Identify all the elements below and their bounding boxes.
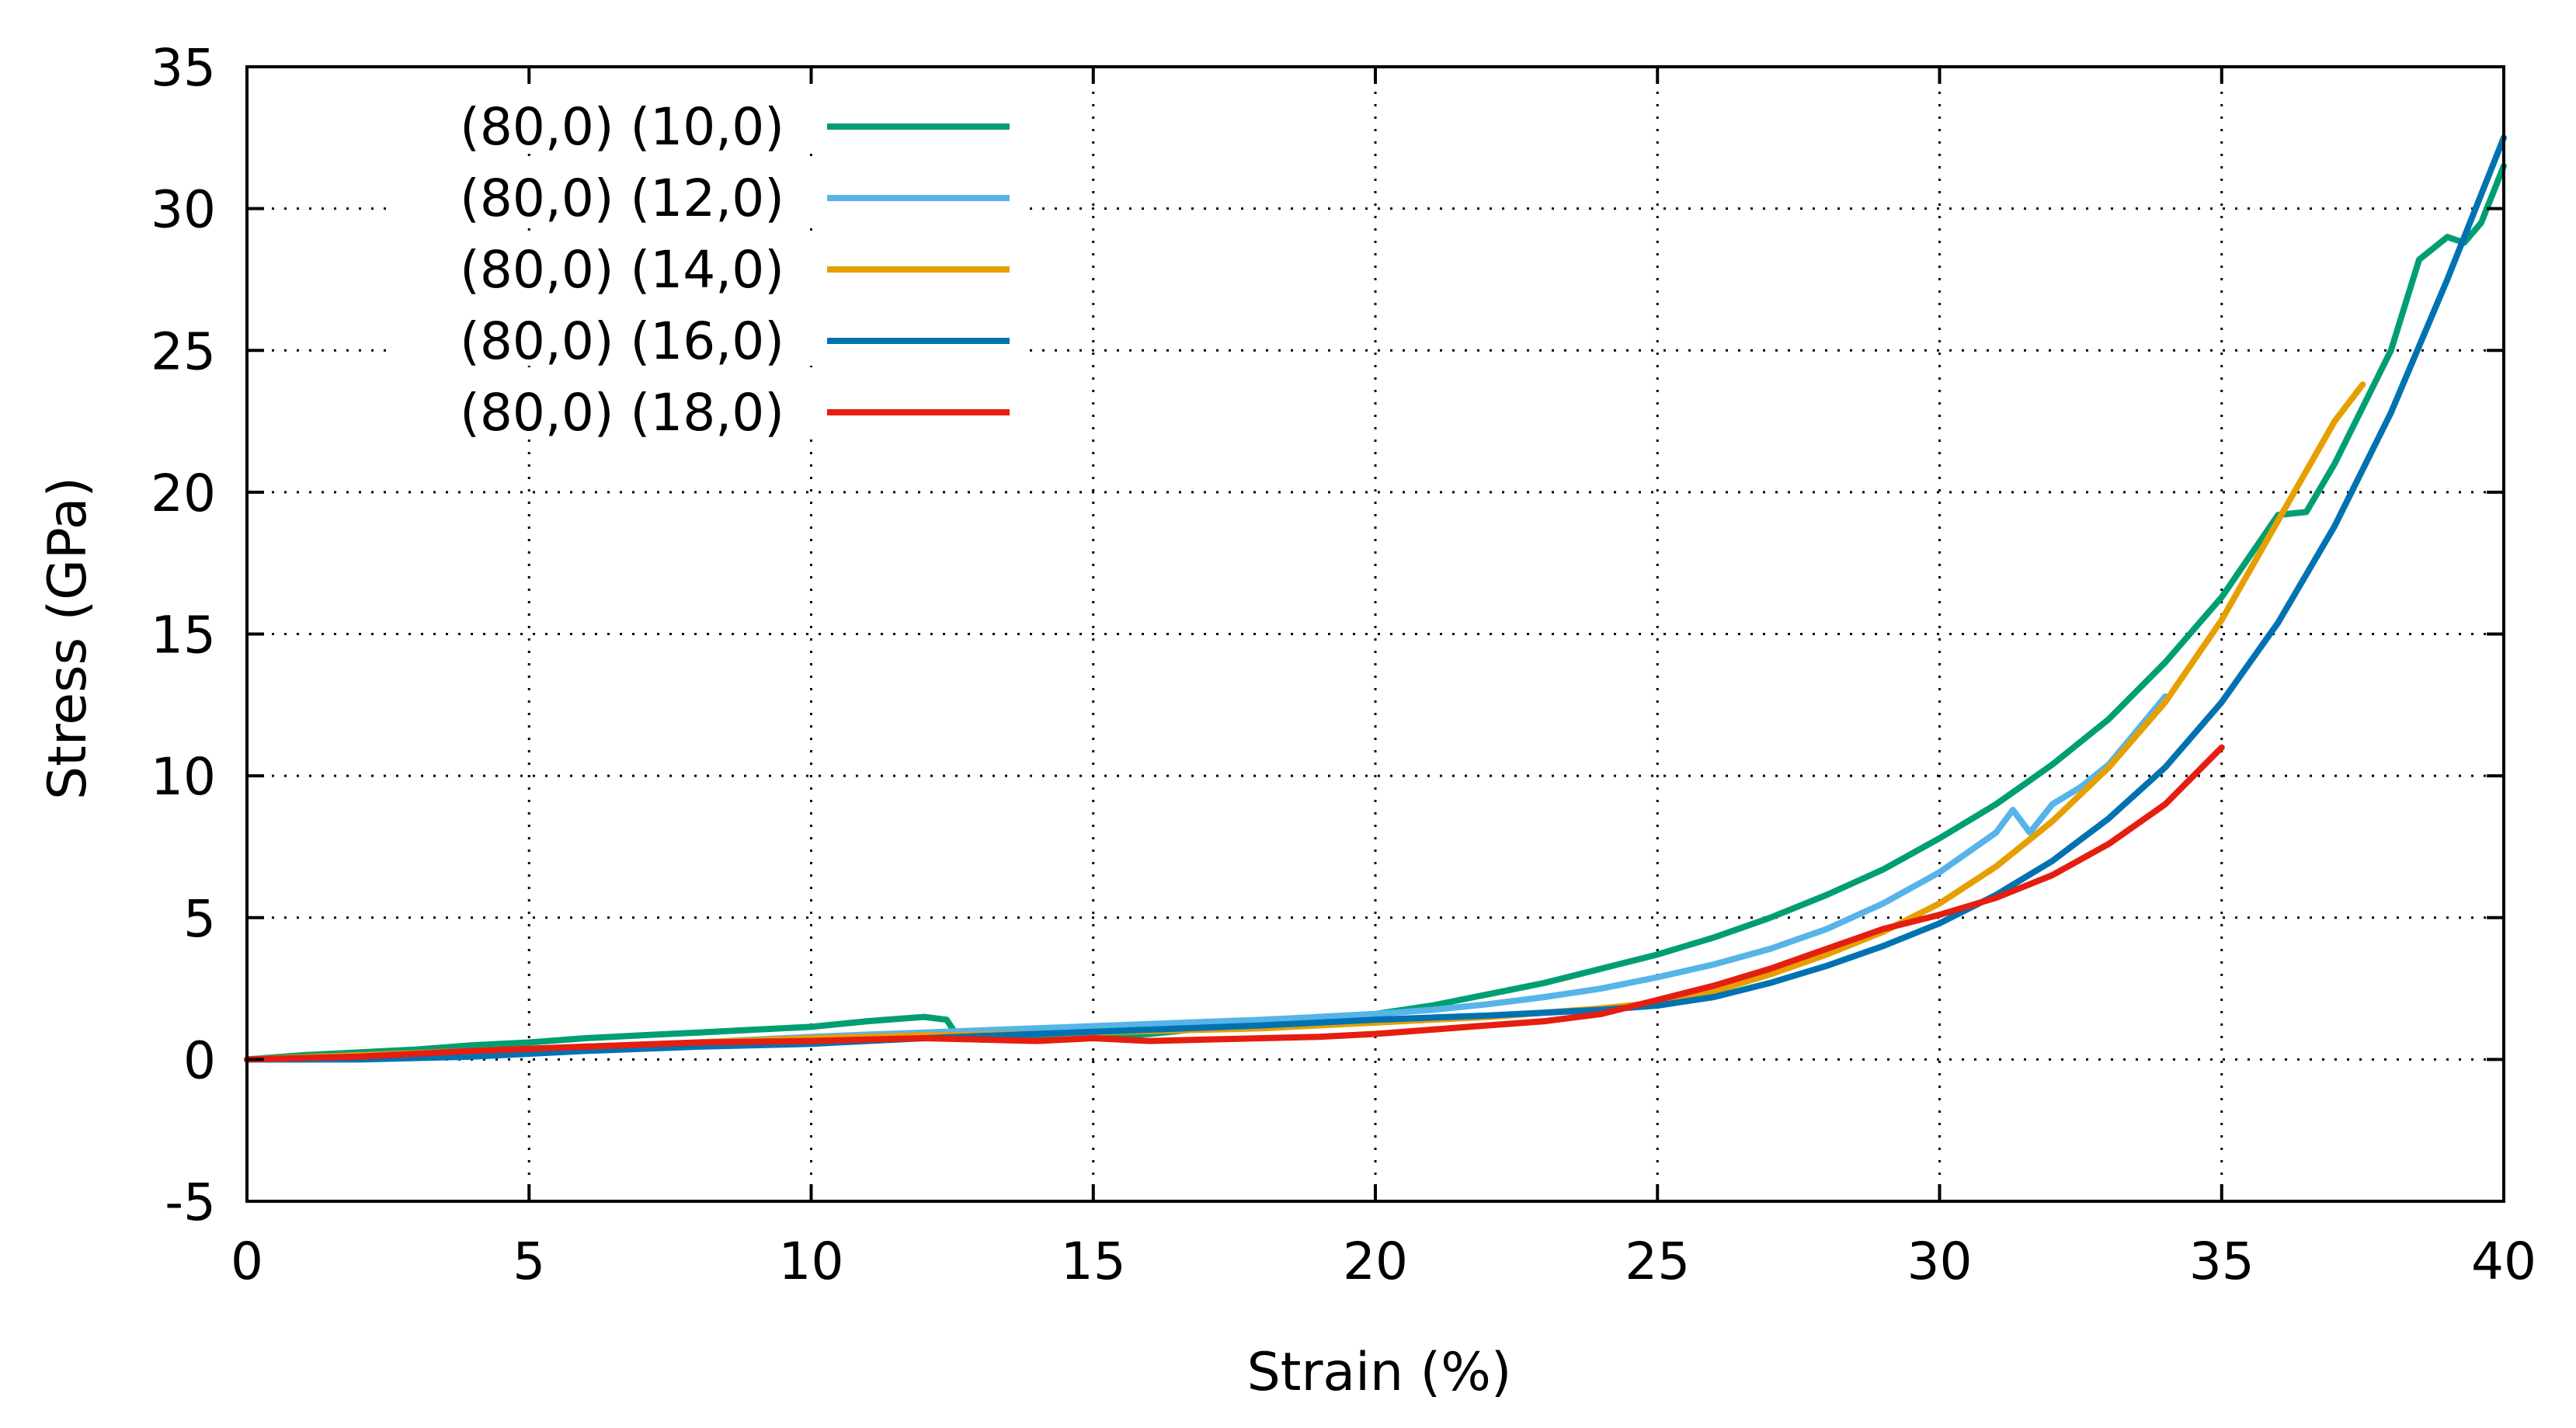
- y-tick-label: 10: [151, 747, 216, 807]
- series-line-1: [244, 162, 2507, 1063]
- y-tick-label: 15: [151, 606, 216, 665]
- x-tick-label: 5: [513, 1232, 545, 1291]
- legend-label-3: (80,0) (14,0): [460, 240, 784, 300]
- x-tick-label: 25: [1625, 1232, 1690, 1291]
- x-tick-label: 0: [231, 1232, 263, 1291]
- y-axis-title: Stress (GPa): [37, 477, 99, 800]
- y-tick-label: 35: [151, 38, 216, 98]
- legend-label-4: (80,0) (16,0): [460, 311, 784, 371]
- x-axis-title: Strain (%): [1247, 1342, 1512, 1403]
- tick-labels: 0 5 10 15 20 25 30 35 40 -5 0 5 10 15 20 25 30 35: [151, 38, 2536, 1291]
- y-tick-label: 25: [151, 321, 216, 381]
- series-group: [244, 134, 2507, 1063]
- y-tick-label: -5: [165, 1173, 216, 1232]
- y-tick-label: 30: [151, 180, 216, 240]
- x-tick-label: 40: [2471, 1232, 2536, 1291]
- series-line-5: [244, 744, 2225, 1063]
- x-tick-label: 30: [1907, 1232, 1973, 1291]
- x-tick-label: 20: [1343, 1232, 1408, 1291]
- axis-ticks: [245, 65, 2505, 1203]
- y-tick-label: 5: [183, 889, 216, 949]
- legend-entry-background: [392, 231, 1023, 294]
- legend-entry-background: [392, 159, 1023, 223]
- y-tick-label: 0: [183, 1030, 216, 1090]
- x-tick-label: 35: [2189, 1232, 2254, 1291]
- legend-label-1: (80,0) (10,0): [460, 97, 784, 157]
- legend: (80,0) (10,0) (80,0) (12,0) (80,0) (14,0) (…: [392, 88, 1023, 443]
- x-tick-label: 10: [779, 1232, 844, 1291]
- x-tick-label: 15: [1061, 1232, 1126, 1291]
- y-tick-label: 20: [151, 464, 216, 523]
- legend-entry-background: [392, 302, 1023, 366]
- legend-label-5: (80,0) (18,0): [460, 383, 784, 443]
- legend-label-2: (80,0) (12,0): [460, 169, 784, 228]
- legend-entry-background: [392, 374, 1023, 437]
- legend-entry-background: [392, 88, 1023, 151]
